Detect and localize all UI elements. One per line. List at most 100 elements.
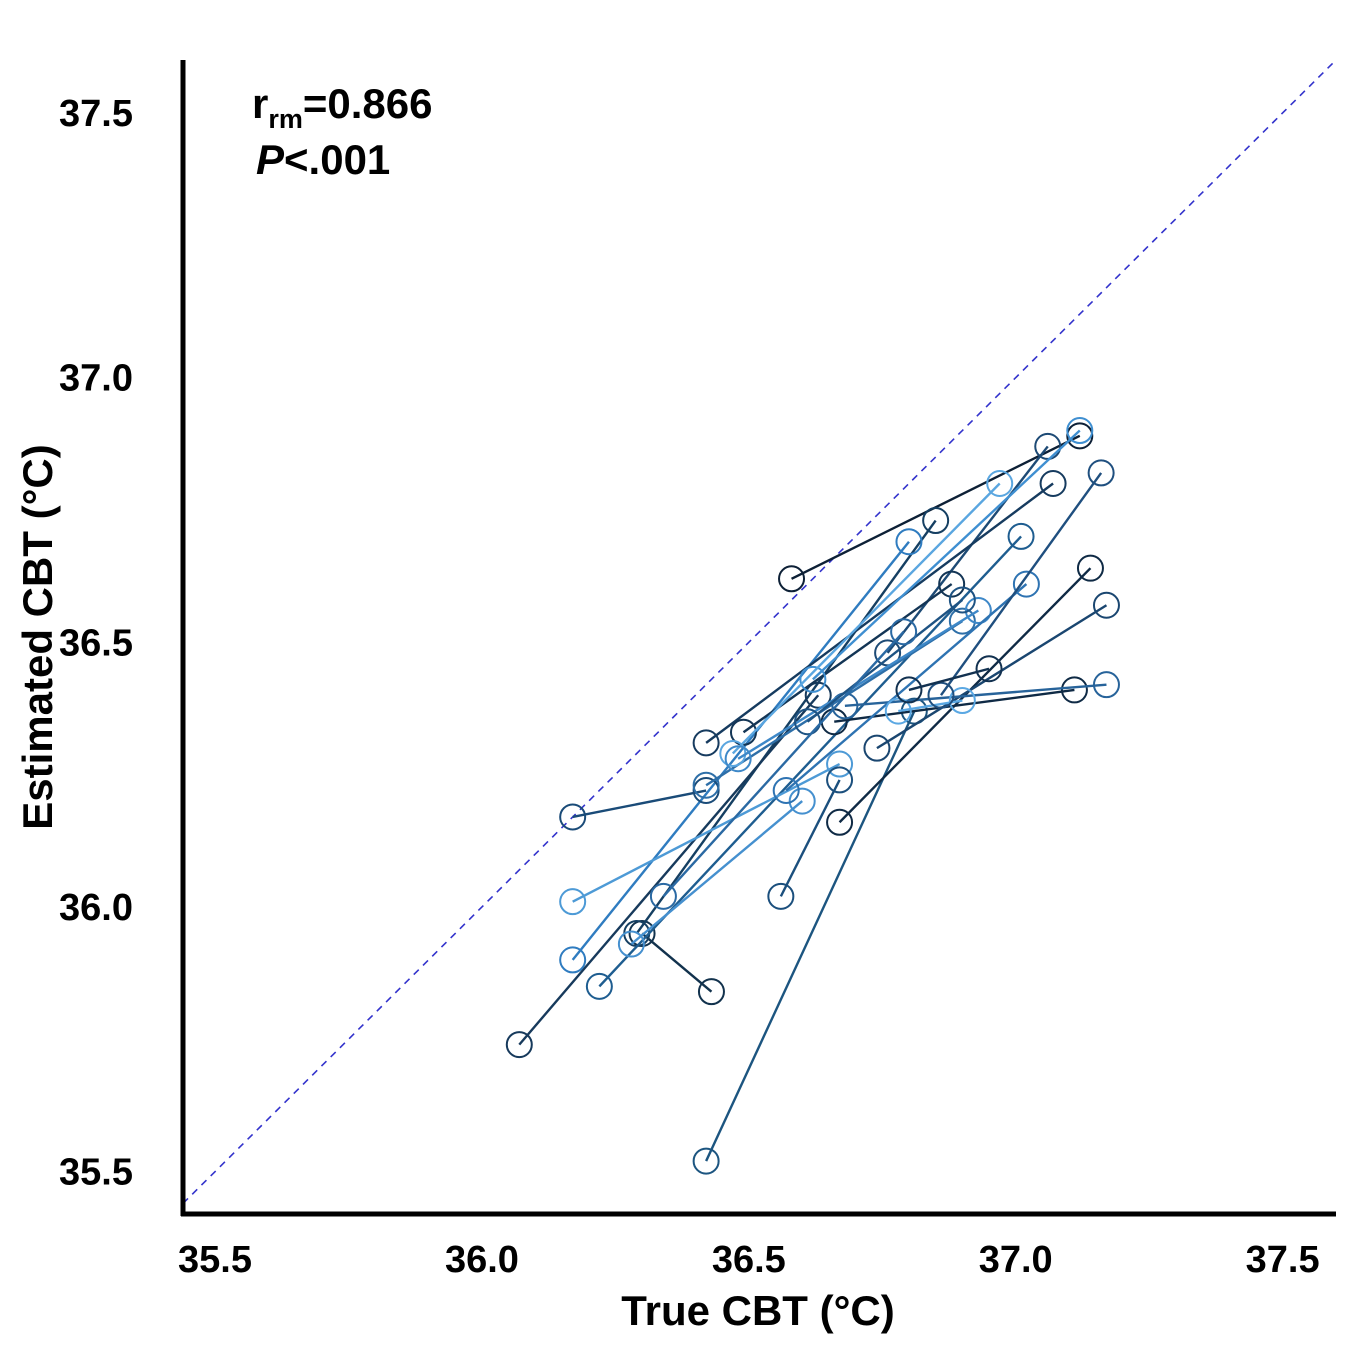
x-axis-title: True CBT (°C) [621,1287,894,1334]
r-value: =0.866 [303,80,433,127]
series-line [705,710,916,1162]
data-point [767,882,795,910]
data-point [628,919,656,947]
data-point [884,697,912,725]
data-point [692,771,720,799]
series-line [737,609,979,760]
y-tick-label: 36.5 [59,622,133,664]
data-point [948,687,976,715]
r-subscript: rm [268,104,303,134]
series-21 [724,597,992,773]
series-line [571,540,910,961]
data-point [692,777,720,805]
series-line [785,583,1028,792]
series-23 [649,618,918,910]
data-point [964,597,992,625]
series-line [908,667,990,692]
series-11 [559,777,720,831]
series-10 [692,469,1067,757]
data-point [724,745,752,773]
y-tick-label: 37.5 [59,93,133,135]
series-28 [895,655,1003,704]
series-6 [505,681,832,1059]
data-point [890,618,918,646]
data-point [863,734,891,762]
data-point [1066,422,1094,450]
data-point [895,528,923,556]
series-line [572,762,841,903]
y-tick-label: 36.0 [59,887,133,929]
series-8 [559,528,923,974]
y-tick-label: 37.0 [59,358,133,400]
series-line [705,620,963,787]
series-line [705,482,1054,744]
series-line [812,429,1081,681]
series-line [731,482,1001,755]
data-point [778,565,806,593]
y-axis-title: Estimated CBT (°C) [14,444,61,830]
series-18 [831,671,1120,720]
series-14 [767,766,854,910]
data-point [1092,671,1120,699]
series-25 [772,570,1040,805]
data-point [922,507,950,535]
data-point [1039,469,1067,497]
correlation-annotation: rrm=0.866 [252,80,433,134]
series-19 [799,417,1094,693]
series-line [518,694,820,1046]
series-line [630,800,803,945]
y-tick-labels: 35.5 36.0 36.5 37.0 37.5 [59,93,133,1194]
x-tick-label: 35.5 [178,1239,252,1281]
data-point [826,766,854,794]
data-point [948,586,976,614]
data-point [804,681,832,709]
series-line [572,789,707,819]
series-line [662,630,905,898]
data-point [559,888,587,916]
series-12 [692,607,976,799]
series-17 [863,591,1120,762]
data-point [1066,417,1094,445]
data-point [559,946,587,974]
data-point [1092,591,1120,619]
x-tick-label: 37.5 [1246,1239,1320,1281]
data-point [927,681,955,709]
p-symbol: P [256,136,285,183]
series-line [806,599,964,723]
x-tick-label: 36.0 [445,1239,519,1281]
series-22 [794,586,976,736]
series-7 [585,522,1035,1000]
p-value-annotation: P<.001 [256,136,390,183]
data-point [938,570,966,598]
x-tick-labels: 35.5 36.0 36.5 37.0 37.5 [178,1239,1320,1281]
data-point [799,665,827,693]
data-point [986,469,1014,497]
data-point [1087,459,1115,487]
series-line [940,472,1103,696]
x-tick-label: 37.0 [979,1239,1053,1281]
data-point [617,930,645,958]
series-line [779,779,841,897]
series-2 [628,919,725,1006]
identity-reference-line [182,59,1337,1204]
data-point [788,787,816,815]
data-point [559,803,587,831]
series-27 [927,459,1115,709]
y-tick-label: 35.5 [59,1152,133,1194]
series-3 [623,507,950,947]
r-symbol: r [252,80,268,127]
series-line [641,932,713,993]
series-line [635,519,937,935]
data-point [1076,554,1104,582]
data-point [895,676,923,704]
data-point [948,607,976,635]
p-value: <.001 [284,136,390,183]
series-24 [617,787,816,958]
series-line [886,445,1049,654]
data-point [697,978,725,1006]
data-point [692,729,720,757]
data-point [826,750,854,778]
data-point [1007,522,1035,550]
data-point [692,1147,720,1175]
